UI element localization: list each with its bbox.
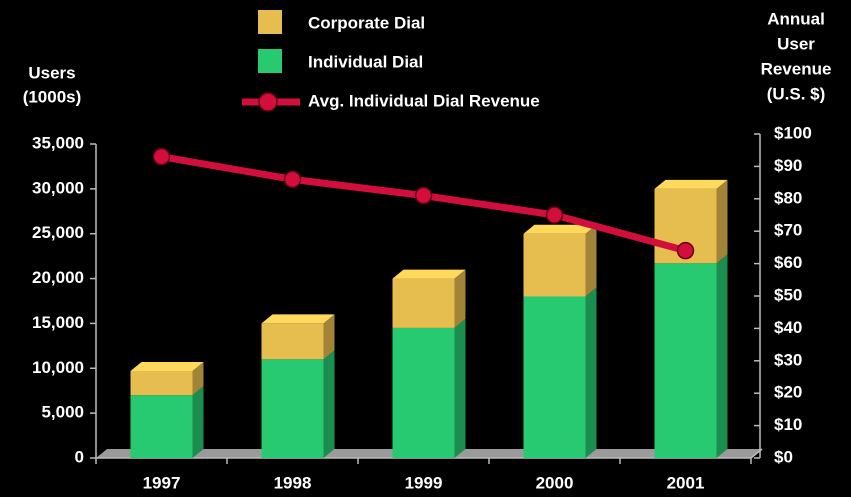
bar [523, 224, 597, 297]
legend-swatch [258, 10, 282, 34]
y-tick-label: 35,000 [32, 133, 84, 152]
bar [130, 386, 204, 458]
y-axis-label: (1000s) [23, 87, 82, 106]
y2-tick-label: $80 [774, 188, 802, 207]
bar-side [454, 269, 466, 328]
line-marker [414, 186, 433, 205]
bar-side [454, 318, 466, 458]
y-tick-label: 30,000 [32, 178, 84, 197]
bar [261, 350, 335, 458]
bar [261, 314, 335, 360]
bar [523, 287, 597, 458]
legend-label: Corporate Dial [308, 13, 425, 32]
bar-side [716, 254, 728, 458]
y2-tick-label: $90 [774, 156, 802, 175]
y-tick-label: 25,000 [32, 223, 84, 242]
legend-marker [258, 92, 278, 112]
bar-side [585, 287, 597, 458]
x-tick-label: 1998 [274, 473, 312, 492]
y2-tick-label: $40 [774, 318, 802, 337]
x-axis-depth [750, 448, 763, 459]
bar-front [523, 296, 586, 458]
bar-side [716, 179, 728, 264]
y2-tick-label: $100 [774, 123, 812, 142]
bar-front [392, 327, 455, 458]
y2-axis-label: Revenue [761, 59, 832, 78]
bar-front [261, 359, 324, 458]
y-tick-label: 0 [75, 447, 84, 466]
y2-tick-label: $20 [774, 383, 802, 402]
x-tick-label: 2000 [536, 473, 574, 492]
bar [392, 269, 466, 328]
bar-top [392, 269, 466, 279]
bar-front [130, 370, 193, 396]
y2-axis-label: Annual [767, 9, 825, 28]
y-tick-label: 20,000 [32, 268, 84, 287]
x-tick-label: 1999 [405, 473, 443, 492]
x-tick-label: 1997 [143, 473, 181, 492]
y2-tick-label: $30 [774, 350, 802, 369]
bar-side [192, 386, 204, 458]
bar-side [585, 224, 597, 297]
bar-side [323, 350, 335, 458]
bar-top [261, 314, 335, 324]
bar-front [130, 395, 193, 458]
line-marker [152, 147, 171, 166]
line-marker [283, 170, 302, 189]
bar-front [392, 278, 455, 328]
bar-side [323, 314, 335, 360]
legend-swatch [258, 49, 282, 73]
legend-label: Individual Dial [308, 52, 423, 71]
line-marker [676, 241, 695, 260]
y2-tick-label: $0 [774, 447, 793, 466]
bar-top [654, 179, 728, 189]
y-tick-label: 5,000 [41, 403, 84, 422]
bar-front [523, 233, 586, 297]
legend-label: Avg. Individual Dial Revenue [308, 91, 540, 110]
y2-tick-label: $70 [774, 221, 802, 240]
y2-tick-label: $60 [774, 253, 802, 272]
line-marker [545, 206, 564, 224]
y2-axis-label: User [777, 34, 815, 53]
y-tick-label: 10,000 [32, 358, 84, 377]
bar-top [523, 224, 597, 234]
y2-axis-label: (U.S. $) [767, 84, 826, 103]
bar [392, 318, 466, 458]
y2-tick-label: $50 [774, 285, 802, 304]
bar-top [130, 361, 204, 371]
bar [130, 361, 204, 396]
y2-tick-label: $10 [774, 415, 802, 434]
bar-front [654, 263, 717, 458]
y-tick-label: 15,000 [32, 313, 84, 332]
bar-front [261, 323, 324, 360]
bar [654, 254, 728, 458]
y-axis-label: Users [28, 63, 75, 82]
x-tick-label: 2001 [667, 473, 705, 492]
bar-side [192, 361, 204, 396]
